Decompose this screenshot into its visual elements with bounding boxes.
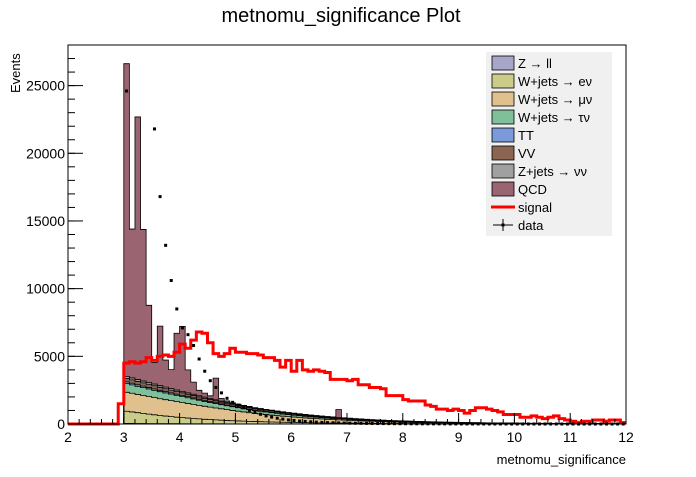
legend-z-jets-label: Z+jets → νν	[518, 164, 587, 179]
legend-tt-label: TT	[518, 128, 534, 143]
data-point	[270, 415, 274, 419]
signal-layer	[68, 330, 626, 426]
legend-tt-swatch	[491, 127, 515, 143]
y-tick-label: 20000	[26, 145, 65, 161]
data-point	[342, 421, 346, 425]
legend-qcd-label: QCD	[518, 182, 547, 197]
data-point	[348, 421, 352, 425]
data-point	[164, 243, 168, 247]
x-tick-label: 2	[64, 429, 72, 445]
x-tick-label: 4	[176, 429, 184, 445]
data-point	[158, 195, 162, 199]
data-point	[192, 343, 196, 347]
x-tick-label: 12	[618, 429, 634, 445]
y-tick-label: 10000	[26, 281, 65, 297]
data-point	[303, 419, 307, 423]
data-point	[365, 421, 369, 425]
data-point	[370, 421, 374, 425]
legend-w-jets-e-label: W+jets → eν	[518, 74, 592, 89]
y-tick-label: 15000	[26, 213, 65, 229]
x-tick-label: 8	[399, 429, 407, 445]
stack-qcd	[123, 63, 627, 424]
data-point	[264, 414, 268, 418]
data-point	[231, 400, 235, 404]
data-point	[320, 420, 324, 424]
x-axis: 2 3 4 5 6 7 8 9 10 11 12	[64, 413, 634, 445]
x-tick-label: 9	[455, 429, 463, 445]
data-point	[309, 420, 313, 424]
data-point	[359, 421, 363, 425]
data-point	[214, 385, 218, 389]
data-point	[353, 421, 357, 425]
data-point	[203, 369, 207, 373]
legend-w-jets-swatch	[491, 91, 515, 107]
x-tick-label: 6	[287, 429, 295, 445]
data-point	[152, 127, 156, 131]
legend-w-jets-label: W+jets → μν	[518, 92, 592, 107]
data-point	[325, 421, 329, 425]
data-point	[169, 279, 173, 283]
legend-vv-swatch	[491, 145, 515, 161]
legend-signal-label: signal	[518, 200, 552, 215]
legend-w-jets-swatch	[491, 109, 515, 125]
legend-qcd-swatch	[491, 181, 515, 197]
data-point	[331, 421, 335, 425]
data-point	[242, 406, 246, 410]
legend-data-label: data	[518, 218, 544, 233]
data-point	[253, 410, 257, 414]
data-point	[225, 396, 229, 400]
data-point	[286, 418, 290, 422]
chart-title: metnomu_significance Plot	[221, 5, 460, 27]
legend-w-jets-label: W+jets → τν	[518, 110, 590, 125]
data-point	[186, 333, 190, 337]
data-point	[337, 421, 341, 425]
data-point	[236, 403, 240, 407]
stack-w-jets-e	[123, 411, 627, 424]
data-point	[292, 418, 296, 422]
legend-z-ll-swatch	[491, 55, 515, 71]
legend-data-swatch-dot	[501, 223, 505, 227]
x-tick-label: 5	[232, 429, 240, 445]
data-point	[281, 417, 285, 421]
stack-w-jets	[123, 392, 627, 424]
y-tick-label: 25000	[26, 78, 65, 94]
legend-z-ll-label: Z → ll	[518, 56, 552, 71]
y-tick-label: 5000	[34, 348, 65, 364]
legend: Z → ll W+jets → eν W+jets → μν W+jets → τν T…	[486, 52, 612, 236]
legend-w-jets-e-swatch	[491, 73, 515, 89]
data-point	[125, 89, 129, 93]
x-axis-title: metnomu_significance	[497, 452, 626, 467]
y-axis: 0 5000 10000 15000 20000 25000	[26, 44, 83, 432]
data-point	[208, 379, 212, 383]
y-tick-label: 0	[57, 416, 65, 432]
data-point	[175, 307, 179, 311]
data-point	[275, 416, 279, 420]
data-point	[259, 412, 263, 416]
y-axis-title: Events	[8, 53, 23, 93]
x-tick-label: 7	[343, 429, 351, 445]
legend-z-jets-swatch	[491, 163, 515, 179]
x-tick-label: 11	[563, 429, 578, 445]
data-point	[219, 391, 223, 395]
data-point	[197, 357, 201, 361]
x-tick-label: 10	[507, 429, 523, 445]
signal-line	[68, 330, 626, 426]
legend-vv-label: VV	[518, 146, 536, 161]
data-point	[298, 419, 302, 423]
data-point	[247, 408, 251, 412]
data-point	[180, 326, 184, 330]
data-point	[314, 420, 318, 424]
x-tick-label: 3	[120, 429, 128, 445]
